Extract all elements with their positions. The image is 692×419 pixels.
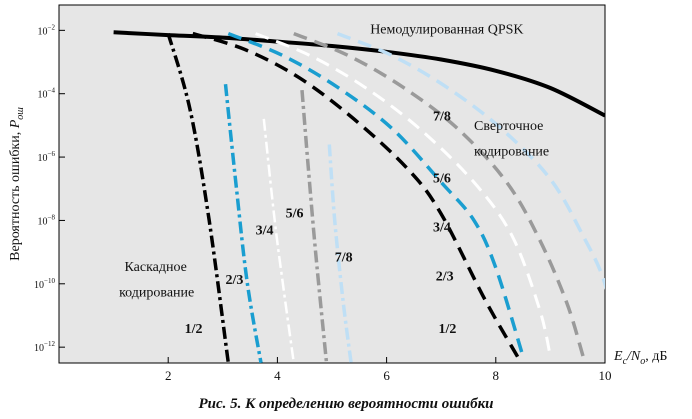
y-axis-label-symbol: P xyxy=(8,119,23,129)
convolutional-curve-3-4 xyxy=(255,32,552,358)
y-tick-label-exponent: −10 xyxy=(44,277,55,285)
rate-label: 5/6 xyxy=(433,171,451,186)
x-tick-label: 10 xyxy=(599,368,612,383)
concatenated-curve-3-4 xyxy=(262,118,296,363)
x-tick-label: 6 xyxy=(383,368,390,383)
y-axis-label-text: Вероятность ошибки, xyxy=(8,128,23,261)
concatenated-curve-2-3 xyxy=(223,84,263,363)
rate-label: 7/8 xyxy=(335,251,353,266)
rate-label: 1/2 xyxy=(439,322,457,337)
convolutional-curve-2-3 xyxy=(227,31,525,358)
curve-annotation: Каскадное xyxy=(125,260,187,275)
concatenated-curve-7-8 xyxy=(327,144,353,363)
concatenated-curve-5-6 xyxy=(300,89,329,363)
concatenated-curve-1-2 xyxy=(166,33,231,363)
x-axis-label-o: o xyxy=(640,356,645,367)
rate-label: 3/4 xyxy=(433,221,451,236)
curve-annotation: кодирование xyxy=(119,286,194,301)
y-tick-label-base: 10 xyxy=(34,280,44,291)
x-tick-label: 8 xyxy=(493,368,500,383)
y-tick-label-exponent: −6 xyxy=(48,150,56,158)
y-tick-label-exponent: −4 xyxy=(48,87,56,95)
y-tick-label-base: 10 xyxy=(38,216,48,227)
curve-annotation: кодирование xyxy=(474,145,549,160)
rate-label: 5/6 xyxy=(286,206,304,221)
x-tick-label: 4 xyxy=(274,368,281,383)
rate-label: 3/4 xyxy=(256,224,274,239)
x-tick-label: 2 xyxy=(165,368,172,383)
rate-label: 2/3 xyxy=(226,273,244,288)
figure-caption: Рис. 5. К определению вероятности ошибки xyxy=(198,396,494,412)
rate-label: 1/2 xyxy=(185,322,203,337)
curve-annotation: Сверточное xyxy=(474,119,543,134)
uncoded-curve xyxy=(113,30,605,118)
y-tick-label: 10−2 xyxy=(38,23,56,37)
y-tick-label: 10−8 xyxy=(38,213,56,227)
y-tick-label: 10−4 xyxy=(38,87,56,101)
x-axis-label-E: E xyxy=(613,349,623,364)
x-axis-label-c: c xyxy=(623,356,628,367)
y-tick-label: 10−12 xyxy=(34,340,55,354)
y-tick-label-base: 10 xyxy=(38,26,48,37)
curves-group xyxy=(113,30,605,363)
y-axis-label-subscript: ош xyxy=(15,107,26,120)
x-axis-label-slash: /N xyxy=(626,349,641,364)
curve-annotation: Немодулированная QPSK xyxy=(370,23,523,38)
x-axis-label: Ec/No, дБ xyxy=(613,349,667,367)
y-axis-label: Вероятность ошибки, Pош xyxy=(8,107,26,261)
y-tick-label: 10−6 xyxy=(38,150,56,164)
convolutional-curve-1-2 xyxy=(192,31,520,358)
y-tick-label: 10−10 xyxy=(34,277,55,291)
convolutional-curve-5-6 xyxy=(293,31,585,358)
annotations-group: Немодулированная QPSK Сверточное кодирован… xyxy=(119,23,549,337)
rate-label: 7/8 xyxy=(433,110,451,125)
y-tick-label-base: 10 xyxy=(34,343,44,354)
y-tick-label-base: 10 xyxy=(38,90,48,101)
y-tick-label-exponent: −12 xyxy=(44,340,55,348)
y-tick-label-base: 10 xyxy=(38,153,48,164)
y-tick-label-exponent: −8 xyxy=(48,213,56,221)
y-tick-label-exponent: −2 xyxy=(48,23,56,31)
rate-label: 2/3 xyxy=(436,270,454,285)
x-axis-label-unit: , дБ xyxy=(645,349,667,364)
convolutional-curve-7-8 xyxy=(336,31,605,291)
